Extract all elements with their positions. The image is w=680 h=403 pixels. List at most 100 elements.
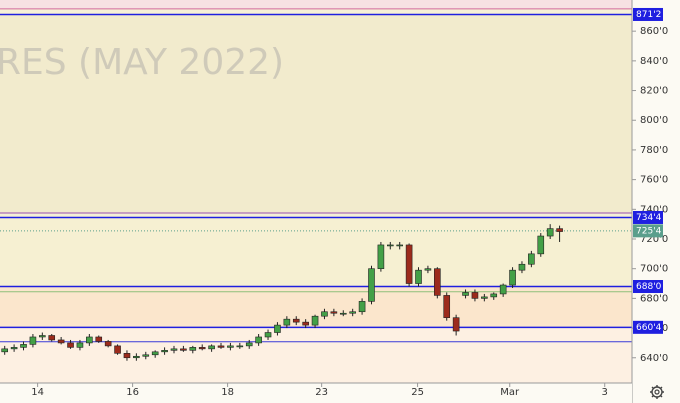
candle-body: [170, 348, 178, 351]
level-label-box: [633, 280, 663, 294]
candle-body: [217, 345, 225, 348]
y-tick-label: 860'0: [640, 26, 668, 37]
y-tick-label: 700'0: [640, 264, 668, 275]
zone: [0, 327, 632, 383]
y-tick-label: 640'0: [640, 353, 668, 364]
settings-icon[interactable]: [650, 385, 664, 399]
level-label: 688'0: [636, 282, 662, 292]
candle-body: [180, 348, 187, 351]
candle-body: [255, 336, 262, 344]
level-label: 725'4: [636, 226, 662, 236]
y-tick-label: 820'0: [640, 86, 668, 97]
y-tick-label: 720'0: [640, 234, 668, 245]
candle-body: [29, 336, 37, 345]
x-tick-label: 14: [31, 387, 44, 398]
y-tick-label: 680'0: [640, 293, 668, 304]
x-tick-label: 3: [602, 387, 608, 398]
candle-body: [198, 347, 206, 350]
candle-body: [546, 228, 554, 237]
x-tick-label: 18: [221, 387, 234, 398]
time-axis: [0, 383, 632, 403]
level-label-box: [633, 7, 663, 21]
candle-body: [396, 244, 404, 247]
candle-body: [114, 345, 121, 354]
candle-body: [321, 311, 328, 317]
candle-body: [518, 263, 526, 271]
x-tick-label: Mar: [500, 387, 520, 398]
candle-body: [76, 342, 84, 348]
candle-body: [386, 244, 394, 247]
candle-body: [20, 344, 27, 348]
candle-body: [509, 269, 516, 286]
x-tick-label: 23: [315, 387, 328, 398]
candle-body: [292, 318, 300, 323]
candle-body: [245, 342, 253, 347]
candle-body: [358, 301, 366, 313]
candle-body: [311, 315, 319, 326]
candle-body: [443, 295, 451, 318]
candle-body: [490, 293, 498, 298]
candle-body: [39, 335, 46, 338]
zone: [0, 217, 632, 287]
candle-body: [330, 311, 338, 314]
candle-body: [57, 339, 65, 344]
candle-body: [1, 348, 9, 353]
candle-body: [339, 312, 347, 315]
candle-body: [434, 268, 441, 296]
candle-body: [86, 336, 93, 344]
level-label-box: [633, 320, 663, 334]
candle-body: [471, 292, 479, 299]
candle-body: [274, 324, 281, 333]
candle-body: [462, 292, 469, 296]
candle-body: [236, 345, 244, 348]
candle-body: [10, 347, 18, 350]
candle-body: [528, 253, 535, 265]
watermark: RES (MAY 2022): [0, 42, 284, 83]
candle-body: [189, 347, 197, 351]
candle-body: [424, 268, 432, 271]
y-tick-label: 760'0: [640, 175, 668, 186]
candle-body: [349, 311, 356, 314]
candle-body: [133, 355, 140, 359]
candle-body: [264, 332, 272, 338]
candle-body: [415, 269, 422, 284]
candle-body: [368, 268, 375, 302]
marks: [0, 8, 632, 361]
candle-body: [48, 335, 56, 341]
candle-body: [227, 345, 234, 348]
price-axis: [632, 0, 680, 403]
y-tick-label: 800'0: [640, 115, 668, 126]
x-tick-label: 25: [411, 387, 424, 398]
candle-body: [283, 318, 291, 326]
candle-body: [556, 228, 563, 232]
x-tick-label: 16: [126, 387, 139, 398]
candle-body: [208, 345, 215, 350]
level-label: 871'2: [636, 10, 661, 20]
y-tick-label: 780'0: [640, 145, 668, 156]
candle-body: [104, 341, 112, 347]
level-label-box: [633, 224, 663, 238]
level-label: 734'4: [636, 213, 662, 223]
zone: [0, 0, 632, 9]
candle-body: [377, 244, 385, 269]
candle-body: [151, 351, 159, 356]
level-label-box: [633, 210, 663, 224]
candle-body: [537, 235, 545, 255]
candle-body: [405, 244, 413, 284]
candle-body: [499, 284, 507, 295]
candle-body: [302, 321, 309, 326]
candle-body: [95, 336, 103, 342]
candle-body: [452, 317, 460, 332]
y-tick-label: 840'0: [640, 56, 668, 67]
candle-body: [481, 296, 488, 299]
candle-body: [123, 353, 131, 359]
candle-body: [67, 342, 74, 348]
axes: 640'0660'0680'0700'0720'0740'0760'0780'0…: [31, 7, 668, 398]
zone: [0, 14, 632, 214]
candle-body: [161, 350, 168, 353]
level-label: 660'4: [636, 323, 662, 333]
y-tick-label: 740'0: [640, 204, 668, 215]
candle-body: [142, 354, 150, 357]
